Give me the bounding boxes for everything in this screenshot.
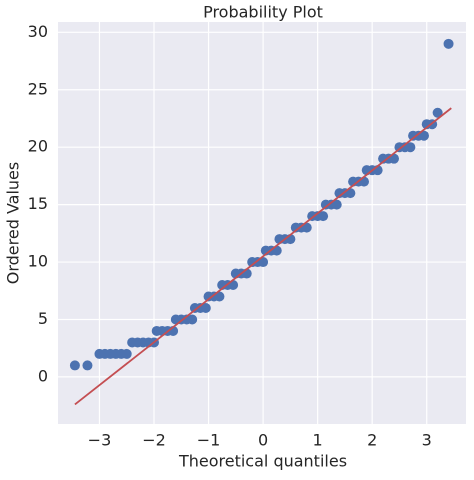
data-point xyxy=(187,314,198,325)
data-point xyxy=(271,245,282,256)
data-point xyxy=(359,176,369,187)
data-point xyxy=(443,38,454,49)
data-point xyxy=(331,199,342,210)
data-point xyxy=(301,222,312,233)
data-point xyxy=(405,142,416,153)
x-tick-label: −2 xyxy=(142,431,166,450)
data-point xyxy=(318,211,329,222)
data-point xyxy=(228,280,239,291)
x-tick-label: 1 xyxy=(313,431,323,450)
data-point xyxy=(214,291,225,302)
fit-line xyxy=(74,107,452,406)
y-tick-label: 30 xyxy=(28,22,48,41)
x-axis-label: Theoretical quantiles xyxy=(178,452,347,471)
y-axis-label: Ordered Values xyxy=(4,162,23,284)
data-point xyxy=(432,107,443,118)
x-tick-label: −3 xyxy=(88,431,112,450)
data-point xyxy=(200,302,211,313)
y-tick-label: 25 xyxy=(28,79,48,98)
data-point xyxy=(258,257,269,268)
y-tick-label: 20 xyxy=(28,137,48,156)
y-tick-label: 10 xyxy=(28,252,48,271)
y-tick-label: 15 xyxy=(28,194,48,213)
data-point xyxy=(419,130,429,141)
x-tick-label: 0 xyxy=(258,431,268,450)
y-tick-label: 0 xyxy=(38,366,48,385)
x-tick-label: 2 xyxy=(367,431,377,450)
y-tick-label: 5 xyxy=(38,309,48,328)
plot-area xyxy=(58,22,466,424)
x-tick-label: −1 xyxy=(197,431,221,450)
chart-title: Probability Plot xyxy=(203,3,323,22)
data-point xyxy=(121,348,132,359)
data-point xyxy=(82,360,93,371)
x-tick-label: 3 xyxy=(422,431,432,450)
data-point xyxy=(69,360,80,371)
